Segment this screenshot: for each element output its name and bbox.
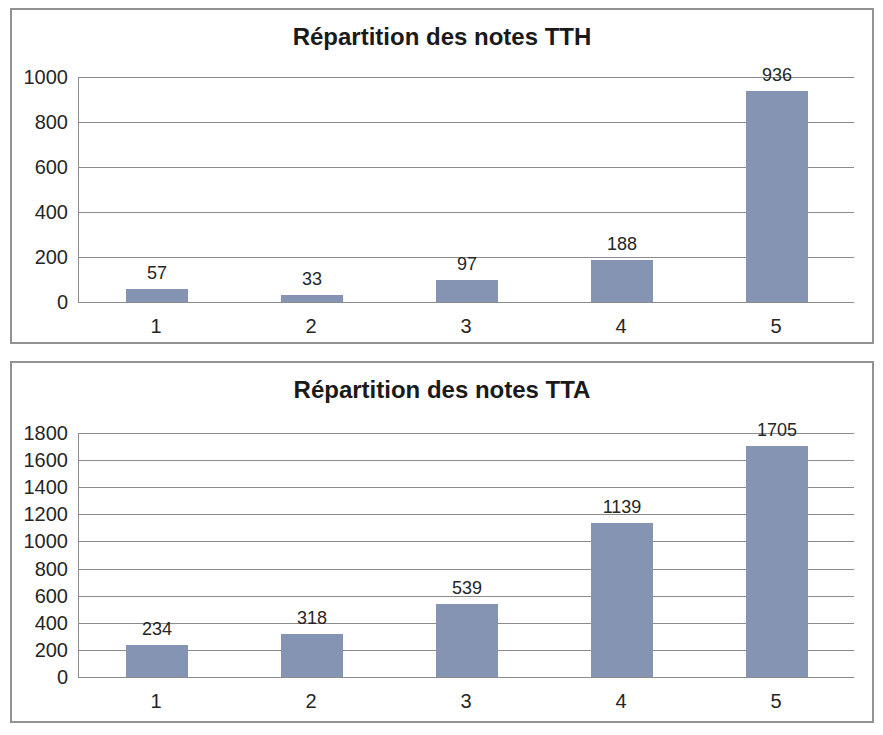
bar bbox=[746, 446, 808, 677]
x-category-label: 1 bbox=[96, 314, 216, 338]
gridline bbox=[79, 167, 854, 168]
x-category-label: 5 bbox=[716, 314, 836, 338]
gridline bbox=[79, 541, 854, 542]
bar bbox=[126, 645, 188, 677]
chart-title-tta: Répartition des notes TTA bbox=[12, 375, 872, 405]
y-tick-label: 0 bbox=[12, 666, 68, 688]
bar-value-label: 33 bbox=[252, 268, 372, 290]
y-tick-label: 0 bbox=[12, 291, 68, 313]
bar bbox=[746, 91, 808, 302]
y-tick-label: 200 bbox=[12, 639, 68, 661]
plot-area-tth: 573397188936 bbox=[78, 77, 854, 303]
y-tick-label: 400 bbox=[12, 612, 68, 634]
bar-value-label: 57 bbox=[97, 262, 217, 284]
y-tick-label: 1800 bbox=[12, 422, 68, 444]
chart-panel-tth: Répartition des notes TTH 57 33 97 188 936 0… bbox=[10, 8, 874, 344]
y-tick-label: 800 bbox=[12, 558, 68, 580]
x-category-label: 1 bbox=[96, 689, 216, 713]
bar bbox=[436, 280, 498, 302]
bar-value-label: 234 bbox=[97, 618, 217, 640]
y-tick-label: 1400 bbox=[12, 476, 68, 498]
y-tick-label: 600 bbox=[12, 585, 68, 607]
y-tick-label: 200 bbox=[12, 246, 68, 268]
x-category-label: 4 bbox=[561, 689, 681, 713]
gridline bbox=[79, 212, 854, 213]
gridline bbox=[79, 514, 854, 515]
y-tick-label: 1000 bbox=[12, 66, 68, 88]
x-category-label: 3 bbox=[406, 689, 526, 713]
bar bbox=[436, 604, 498, 677]
bar-value-label: 97 bbox=[407, 253, 527, 275]
x-category-label: 2 bbox=[251, 689, 371, 713]
x-category-label: 5 bbox=[716, 689, 836, 713]
gridline bbox=[79, 122, 854, 123]
bar bbox=[126, 289, 188, 302]
bar-value-label: 318 bbox=[252, 607, 372, 629]
y-tick-label: 1200 bbox=[12, 503, 68, 525]
gridline bbox=[79, 460, 854, 461]
gridline bbox=[79, 487, 854, 488]
x-category-label: 2 bbox=[251, 314, 371, 338]
charts-page: Répartition des notes TTH 573397188936 0… bbox=[0, 0, 883, 735]
x-category-label: 3 bbox=[406, 314, 526, 338]
y-tick-label: 800 bbox=[12, 111, 68, 133]
plot-area-tta: 23431853911391705 bbox=[78, 433, 854, 678]
bar-value-label: 1139 bbox=[562, 496, 682, 518]
chart-panel-tta: Répartition des notes TTA 23431853911391… bbox=[10, 361, 874, 723]
bar bbox=[591, 523, 653, 677]
bar bbox=[281, 634, 343, 677]
y-tick-label: 1600 bbox=[12, 449, 68, 471]
bar-value-label: 188 bbox=[562, 233, 682, 255]
y-tick-label: 400 bbox=[12, 201, 68, 223]
bar-value-label: 1705 bbox=[717, 419, 837, 441]
bar bbox=[591, 260, 653, 302]
y-tick-label: 600 bbox=[12, 156, 68, 178]
x-category-label: 4 bbox=[561, 314, 681, 338]
bar bbox=[281, 295, 343, 302]
bar-value-label: 539 bbox=[407, 577, 527, 599]
gridline bbox=[79, 569, 854, 570]
chart-title-tth: Répartition des notes TTH bbox=[12, 22, 872, 52]
y-tick-label: 1000 bbox=[12, 530, 68, 552]
bar-value-label: 936 bbox=[717, 64, 837, 86]
